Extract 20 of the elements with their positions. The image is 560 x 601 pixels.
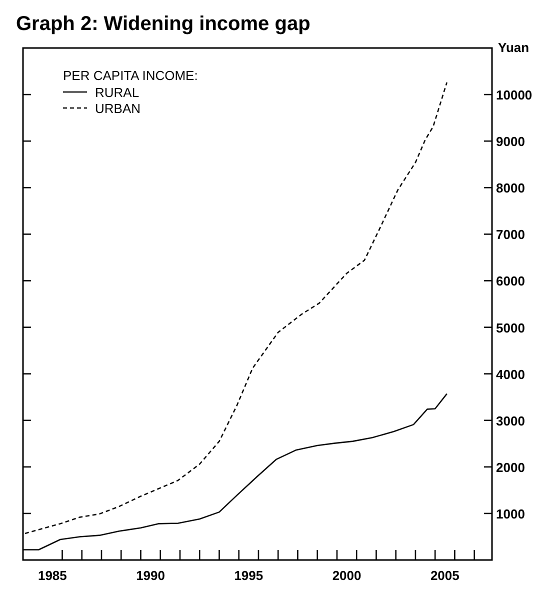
y-tick-label: 5000 <box>496 320 525 336</box>
y-tick-label: 6000 <box>496 274 525 289</box>
x-tick-label: 2005 <box>430 568 460 583</box>
x-tick-label: 1990 <box>136 568 166 583</box>
y-tick-label: 9000 <box>496 134 525 150</box>
y-tick-label: 7000 <box>496 227 525 242</box>
y-axis-title: Yuan <box>498 40 530 55</box>
chart-title: Graph 2: Widening income gap <box>16 13 310 35</box>
legend-title: PER CAPITA INCOME: <box>63 68 198 83</box>
y-tick-label: 10000 <box>496 88 532 103</box>
legend-label: RURAL <box>95 85 140 100</box>
legend-label: URBAN <box>95 101 141 116</box>
y-tick-label: 4000 <box>496 366 525 382</box>
x-tick-label: 1985 <box>38 568 67 583</box>
y-tick-label: 1000 <box>496 506 525 522</box>
y-tick-label: 3000 <box>496 413 525 428</box>
y-tick-label: 2000 <box>496 460 525 475</box>
y-tick-label: 8000 <box>496 180 525 196</box>
x-tick-label: 1995 <box>234 568 264 583</box>
x-tick-label: 2000 <box>332 568 362 583</box>
